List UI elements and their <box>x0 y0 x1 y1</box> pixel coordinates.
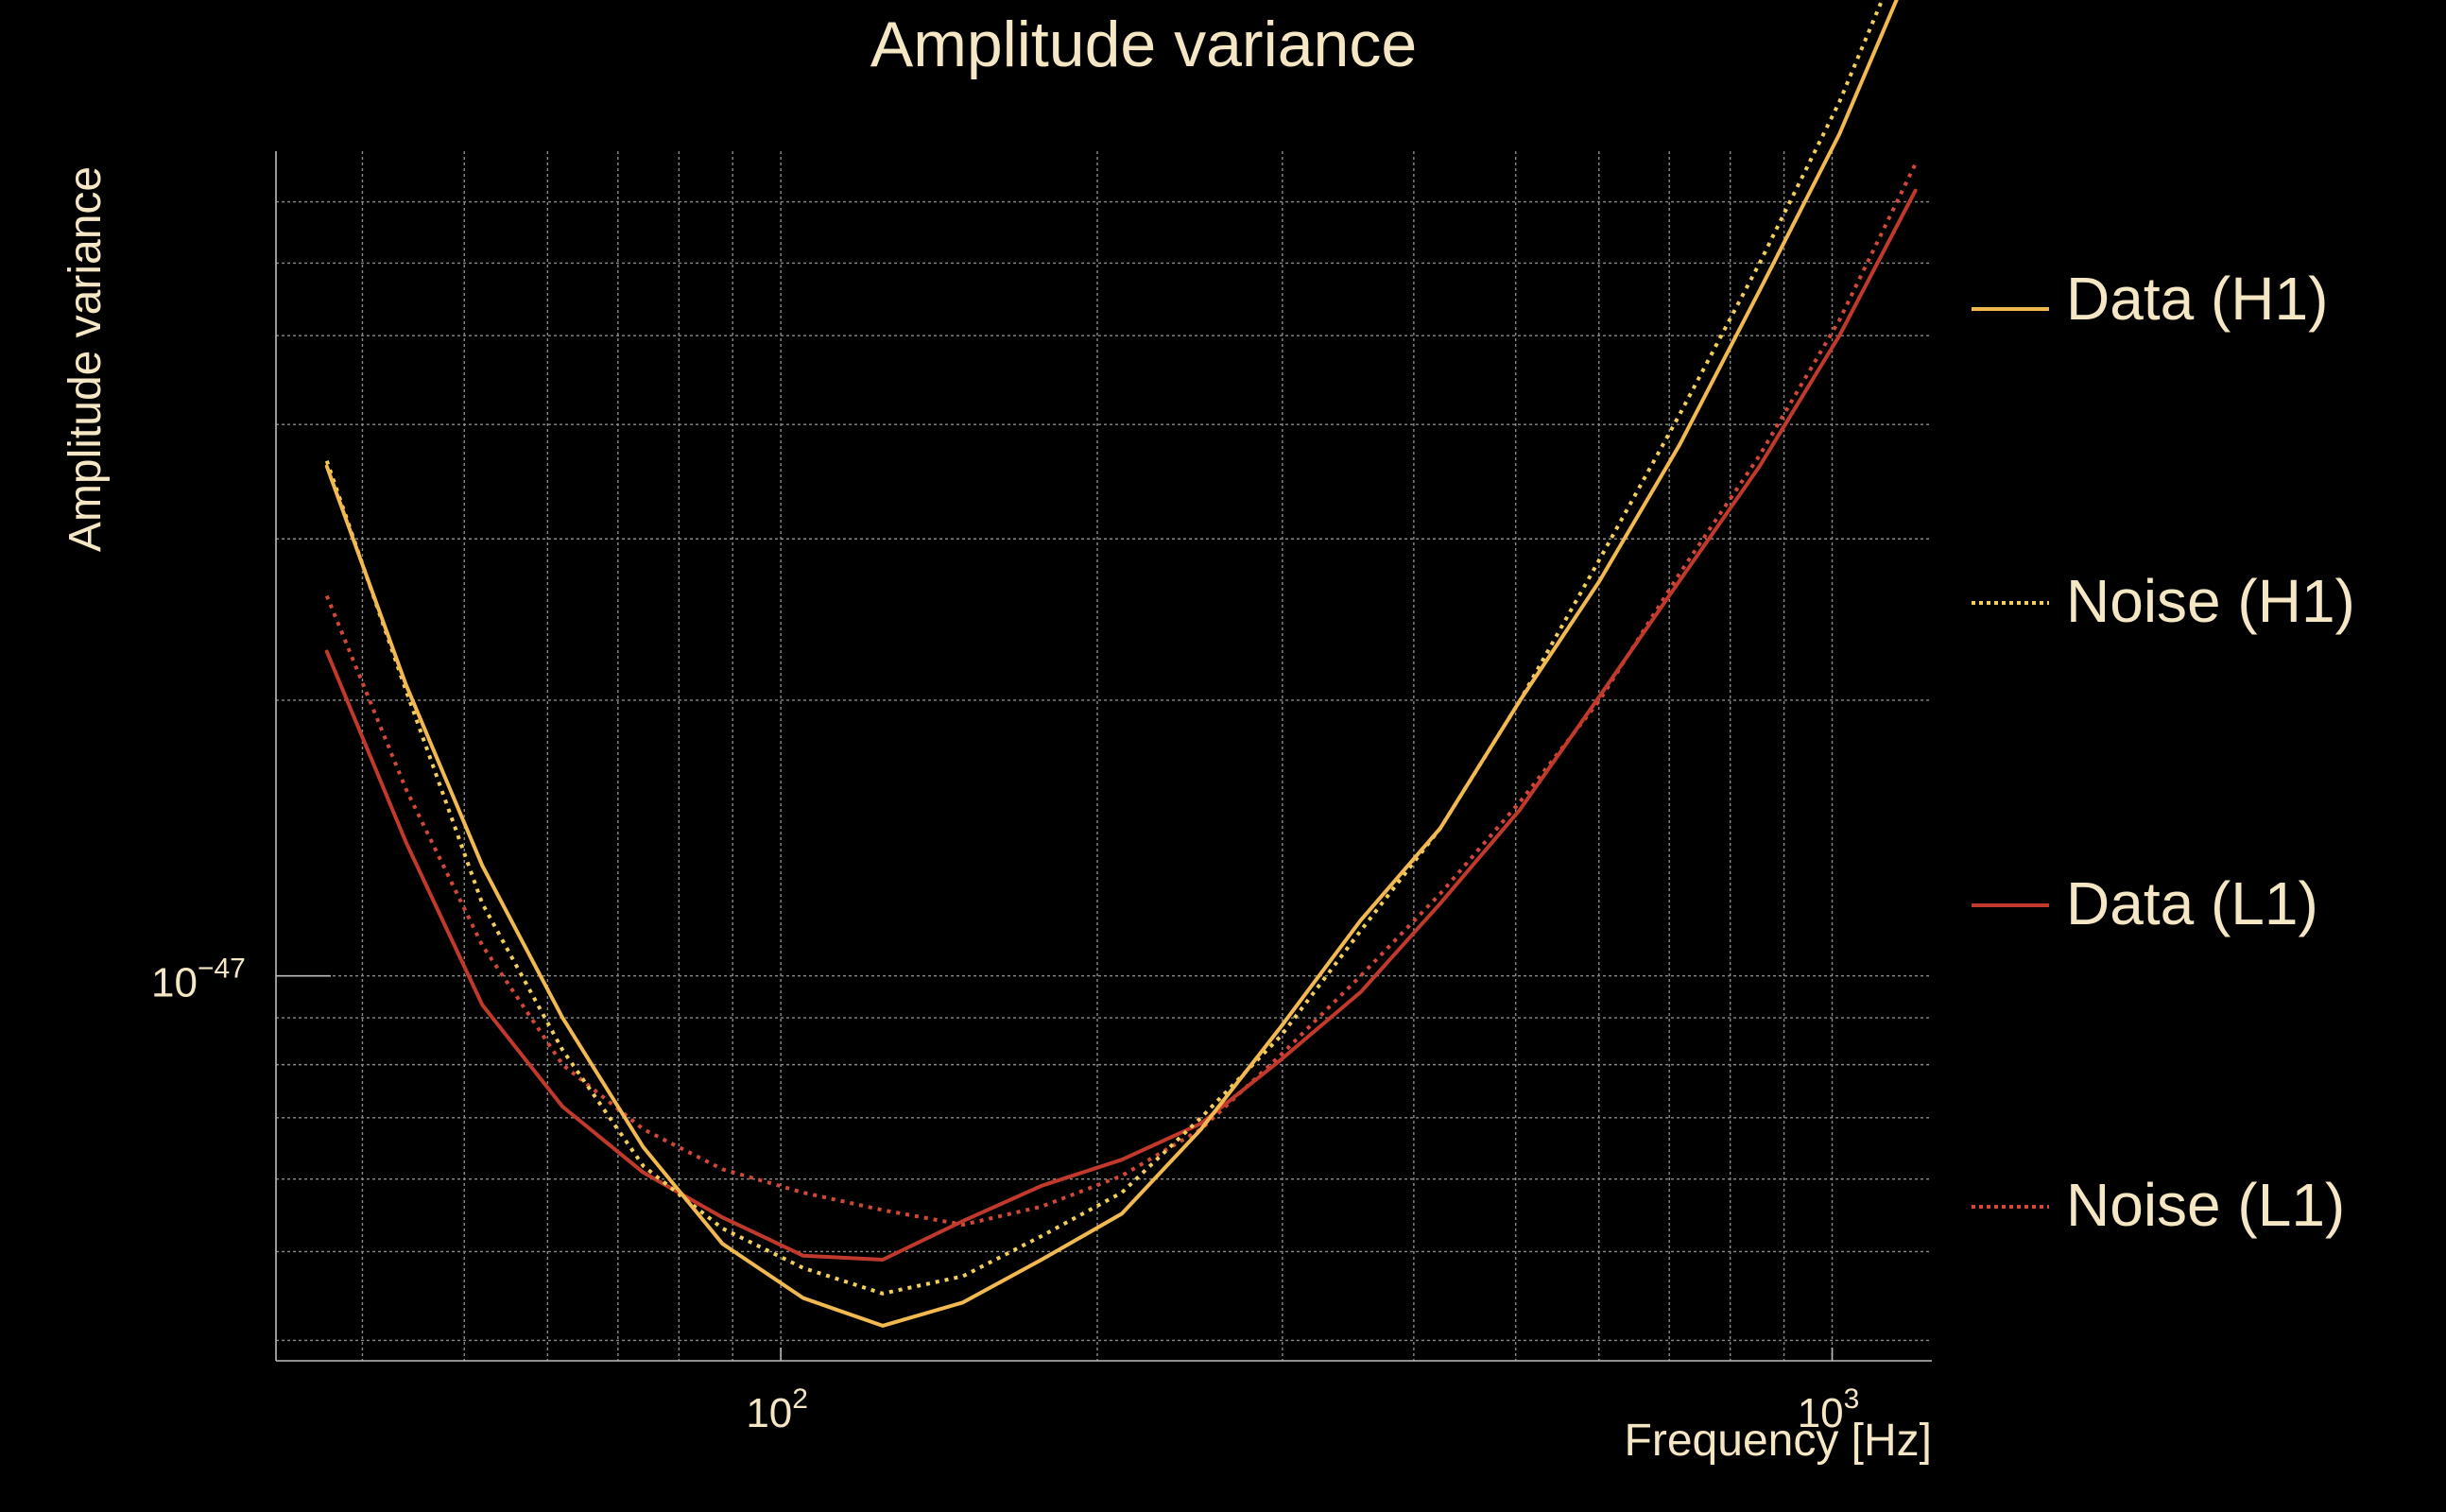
legend-label-noise-h1: Noise (H1) <box>2066 567 2355 635</box>
x-axis-label: Frequency [Hz] <box>1625 1416 1932 1466</box>
legend-label-noise-l1: Noise (L1) <box>2066 1171 2345 1239</box>
series-line-data-h1 <box>324 0 1899 1328</box>
legend: Data (H1) Noise (H1) Data (L1) Noise (L1… <box>1972 265 2355 1239</box>
series-lines <box>324 0 1918 1328</box>
tick-labels: 102 103 10−47 <box>151 954 1859 1436</box>
legend-label-data-h1: Data (H1) <box>2066 265 2328 333</box>
y-axis-label: Amplitude variance <box>60 166 111 552</box>
x-tick-label: 103 <box>1798 1383 1860 1436</box>
chart-title: Amplitude variance <box>870 9 1417 80</box>
axes <box>275 151 1932 1362</box>
series-line-data-l1 <box>324 188 1918 1262</box>
x-tick-label: 102 <box>746 1383 808 1436</box>
series-line-noise-h1 <box>324 0 1885 1296</box>
legend-label-data-l1: Data (L1) <box>2066 869 2318 937</box>
y-tick-label: 10−47 <box>151 954 246 1006</box>
grid <box>276 151 1932 1361</box>
